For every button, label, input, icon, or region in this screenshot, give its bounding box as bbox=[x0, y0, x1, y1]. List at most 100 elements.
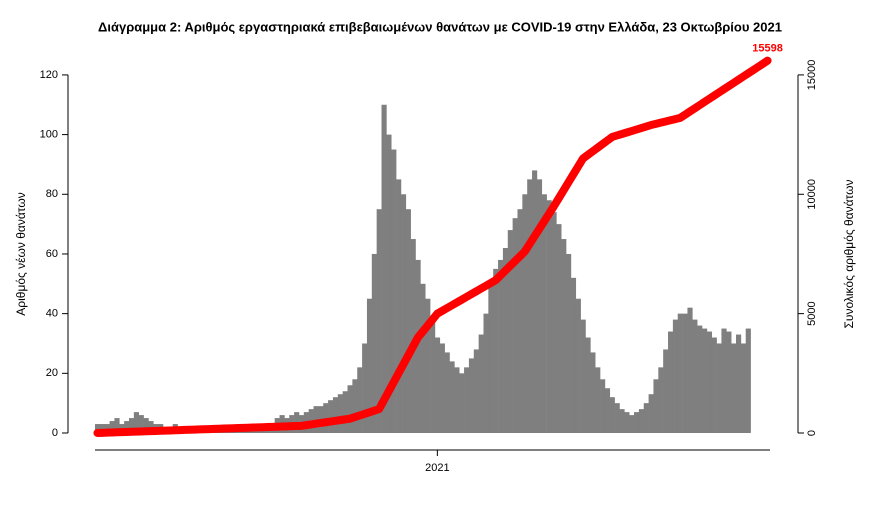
bar bbox=[323, 403, 329, 433]
bar bbox=[430, 319, 436, 433]
bar bbox=[498, 259, 504, 433]
bar bbox=[522, 194, 528, 433]
bar bbox=[687, 307, 693, 433]
bar bbox=[561, 239, 567, 433]
bar bbox=[590, 352, 596, 433]
bar bbox=[736, 334, 742, 433]
cumulative-line bbox=[93, 56, 772, 437]
bar bbox=[575, 298, 581, 433]
y2-tick-label: 0 bbox=[806, 430, 818, 436]
bar bbox=[672, 319, 679, 433]
bar bbox=[148, 421, 154, 433]
bar bbox=[439, 343, 445, 433]
bar bbox=[420, 283, 426, 433]
end-value-label: 15598 bbox=[752, 43, 783, 55]
bar bbox=[536, 179, 543, 433]
bar bbox=[138, 415, 144, 433]
bar bbox=[332, 397, 339, 433]
bar bbox=[347, 385, 353, 433]
bar bbox=[677, 313, 683, 433]
bar bbox=[376, 209, 382, 433]
bar bbox=[381, 104, 387, 433]
bar bbox=[663, 349, 669, 433]
bar bbox=[400, 194, 407, 433]
y-axis-label: Αριθμός νέων θανάτων bbox=[14, 192, 28, 315]
bar bbox=[502, 247, 509, 433]
bar bbox=[595, 367, 601, 433]
bar bbox=[604, 388, 611, 433]
bar bbox=[478, 334, 484, 433]
bar bbox=[362, 343, 368, 433]
y-tick-label: 20 bbox=[46, 367, 58, 379]
y-tick-label: 0 bbox=[52, 427, 58, 439]
bar bbox=[459, 373, 465, 433]
bar bbox=[483, 313, 489, 433]
bar bbox=[580, 319, 586, 433]
bar bbox=[396, 179, 402, 433]
bar bbox=[711, 337, 717, 433]
bar bbox=[454, 367, 460, 433]
bar bbox=[133, 412, 140, 433]
bar bbox=[366, 298, 373, 433]
bar bbox=[488, 283, 494, 433]
bar bbox=[556, 224, 562, 433]
bar bbox=[449, 361, 455, 433]
bar bbox=[726, 331, 732, 433]
y2-axis-label: Συνολικός αριθμός θανάτων bbox=[842, 179, 856, 328]
bar bbox=[143, 418, 149, 433]
bar bbox=[600, 379, 606, 433]
bar bbox=[692, 319, 698, 433]
bar bbox=[702, 328, 708, 433]
bar bbox=[570, 277, 577, 433]
bar bbox=[721, 328, 727, 433]
bar bbox=[716, 343, 722, 433]
bar bbox=[745, 328, 751, 433]
bar bbox=[546, 200, 552, 433]
bar bbox=[614, 403, 620, 433]
bar bbox=[434, 337, 441, 433]
bar bbox=[541, 194, 547, 433]
y-tick-label: 40 bbox=[46, 308, 58, 320]
y2-tick-label: 15000 bbox=[806, 60, 818, 91]
bar bbox=[527, 179, 533, 433]
bar bbox=[629, 415, 635, 433]
bar bbox=[313, 406, 319, 433]
bar bbox=[551, 212, 557, 433]
bar bbox=[410, 239, 416, 433]
bar bbox=[634, 412, 640, 433]
bar bbox=[357, 367, 363, 433]
bar bbox=[352, 379, 358, 433]
bar bbox=[648, 394, 654, 433]
bar bbox=[643, 403, 649, 433]
bar bbox=[468, 358, 475, 433]
bar bbox=[464, 367, 470, 433]
bar bbox=[668, 331, 674, 433]
bar bbox=[740, 343, 747, 433]
chart-title: Διάγραμμα 2: Αριθμός εργαστηριακά επιβεβ… bbox=[98, 19, 782, 34]
bar bbox=[342, 391, 348, 433]
bar bbox=[425, 298, 431, 433]
bar bbox=[444, 352, 450, 433]
bar bbox=[109, 421, 115, 433]
bar bbox=[114, 418, 120, 433]
bar bbox=[517, 209, 523, 433]
bar bbox=[104, 424, 110, 433]
x-tick-label: 2021 bbox=[425, 462, 449, 474]
bar bbox=[337, 394, 343, 433]
bar bbox=[415, 259, 421, 433]
bar bbox=[405, 209, 411, 433]
bar bbox=[391, 149, 397, 433]
bar bbox=[99, 424, 106, 433]
bar bbox=[512, 218, 518, 433]
y-tick-label: 120 bbox=[40, 69, 58, 81]
bar bbox=[328, 400, 334, 433]
bar bbox=[658, 367, 664, 433]
bar bbox=[95, 424, 101, 433]
bar bbox=[697, 325, 703, 433]
bar bbox=[507, 230, 513, 433]
bar bbox=[124, 421, 130, 433]
bar bbox=[619, 409, 625, 433]
bar bbox=[731, 343, 737, 433]
bar bbox=[493, 268, 499, 433]
